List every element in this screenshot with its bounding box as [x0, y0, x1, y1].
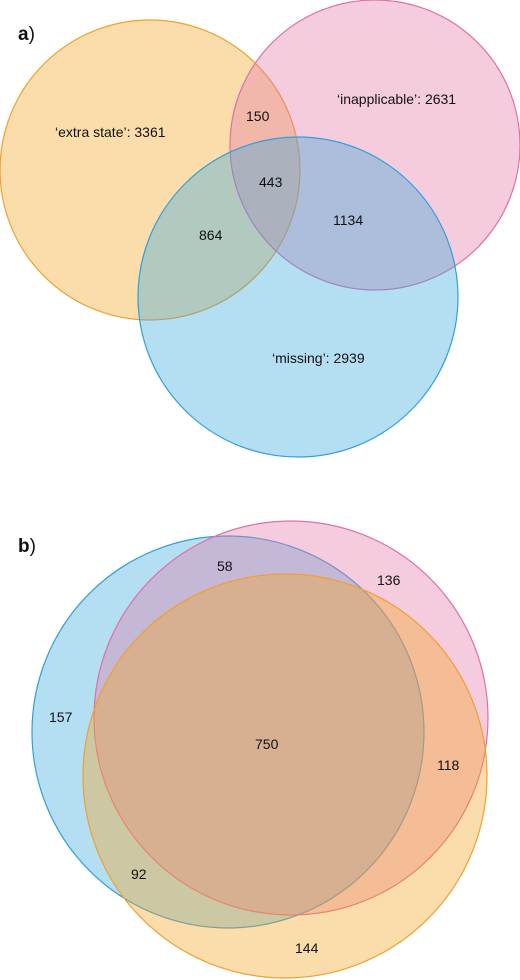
label-center: 750 — [255, 736, 279, 752]
label-blue-only: 157 — [49, 709, 73, 725]
label-extra-state: ‘extra state’: 3361 — [55, 124, 166, 140]
label-inapplicable: ‘inapplicable’: 2631 — [337, 91, 456, 107]
panel-a-label: a) — [18, 24, 35, 45]
label-pink-orange: 118 — [437, 757, 460, 773]
panel-a: a) ‘extra state’: 3361 ‘inapplicable’: 2… — [0, 0, 520, 458]
label-all-three: 443 — [259, 174, 283, 190]
circle-inapplicable — [229, 0, 520, 291]
label-pink-only: 136 — [377, 572, 401, 588]
circle-missing — [137, 136, 459, 458]
circle-blue — [31, 535, 425, 929]
label-extra-inapplicable: 150 — [246, 108, 270, 124]
panel-b: b) 58 136 157 750 118 92 144 — [18, 520, 489, 979]
panel-b-label: b) — [18, 536, 36, 557]
label-blue-orange: 92 — [131, 866, 147, 882]
circle-extra-state — [0, 19, 301, 321]
label-orange-only: 144 — [295, 940, 319, 956]
circle-orange — [82, 573, 488, 979]
circle-pink — [93, 520, 489, 916]
label-inapplicable-missing: 1134 — [333, 212, 363, 228]
label-extra-missing: 864 — [199, 227, 223, 243]
label-blue-pink: 58 — [217, 558, 233, 574]
label-missing: ‘missing’: 2939 — [272, 350, 365, 366]
